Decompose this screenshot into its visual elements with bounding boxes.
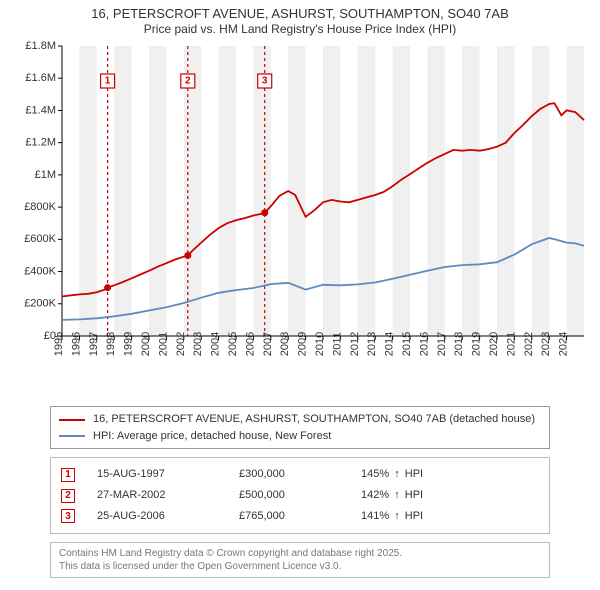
x-tick-label: 1999 <box>123 332 135 356</box>
year-shade <box>358 46 375 336</box>
page-container: 16, PETERSCROFT AVENUE, ASHURST, SOUTHAM… <box>0 0 600 590</box>
year-shade <box>462 46 479 336</box>
year-shade <box>323 46 340 336</box>
x-tick-label: 2012 <box>349 332 361 356</box>
chart-title-line1: 16, PETERSCROFT AVENUE, ASHURST, SOUTHAM… <box>10 6 590 22</box>
event-hpi-suffix: HPI <box>402 489 423 501</box>
x-tick-label: 2002 <box>175 332 187 356</box>
event-price: £500,000 <box>239 485 339 506</box>
arrow-up-icon <box>392 489 402 501</box>
event-date: 25-AUG-2006 <box>97 506 217 527</box>
event-marker-box: 3 <box>61 509 75 523</box>
y-tick-label: £1.8M <box>25 40 56 52</box>
y-tick-label: £1.4M <box>25 105 56 117</box>
legend-swatch <box>59 419 85 421</box>
event-marker-box: 1 <box>61 468 75 482</box>
x-tick-label: 2020 <box>488 332 500 356</box>
x-tick-label: 2021 <box>505 332 517 356</box>
event-row: 3 25-AUG-2006 £765,000 141% HPI <box>61 506 539 527</box>
event-hpi-value: 142% HPI <box>361 485 481 506</box>
legend-swatch <box>59 435 85 437</box>
y-tick-label: £600K <box>24 233 56 245</box>
year-shade <box>149 46 166 336</box>
year-shade <box>567 46 584 336</box>
x-tick-label: 2014 <box>384 332 396 356</box>
x-tick-label: 2015 <box>401 332 413 356</box>
event-hpi-percent: 141% <box>361 510 392 522</box>
x-tick-label: 2013 <box>366 332 378 356</box>
x-tick-label: 1996 <box>70 332 82 356</box>
year-shade <box>114 46 131 336</box>
x-tick-label: 1995 <box>53 332 65 356</box>
x-tick-label: 1998 <box>105 332 117 356</box>
footer-line1: Contains HM Land Registry data © Crown c… <box>59 547 541 560</box>
x-tick-label: 2023 <box>540 332 552 356</box>
year-shade <box>184 46 201 336</box>
x-tick-label: 2019 <box>471 332 483 356</box>
x-tick-label: 2005 <box>227 332 239 356</box>
y-tick-label: £800K <box>24 201 56 213</box>
x-tick-label: 2011 <box>331 332 343 356</box>
footer-attribution: Contains HM Land Registry data © Crown c… <box>50 542 550 578</box>
sale-marker-dot <box>184 252 191 259</box>
arrow-up-icon <box>392 468 402 480</box>
year-shade <box>393 46 410 336</box>
event-row: 2 27-MAR-2002 £500,000 142% HPI <box>61 485 539 506</box>
event-hpi-value: 141% HPI <box>361 506 481 527</box>
x-tick-label: 2006 <box>244 332 256 356</box>
year-shade <box>253 46 270 336</box>
event-marker-box: 2 <box>61 489 75 503</box>
event-date: 27-MAR-2002 <box>97 485 217 506</box>
event-hpi-suffix: HPI <box>402 468 423 480</box>
x-tick-label: 2024 <box>558 332 570 356</box>
legend-row: HPI: Average price, detached house, New … <box>59 428 541 445</box>
x-tick-label: 2003 <box>192 332 204 356</box>
x-tick-label: 2017 <box>436 332 448 356</box>
year-shade <box>288 46 305 336</box>
x-tick-label: 2008 <box>279 332 291 356</box>
event-hpi-percent: 145% <box>361 468 392 480</box>
legend-row: 16, PETERSCROFT AVENUE, ASHURST, SOUTHAM… <box>59 411 541 428</box>
y-tick-label: £200K <box>24 298 56 310</box>
event-date: 15-AUG-1997 <box>97 464 217 485</box>
x-tick-label: 2000 <box>140 332 152 356</box>
events-box: 1 15-AUG-1997 £300,000 145% HPI 2 27-MAR-2002… <box>50 457 550 534</box>
year-shade <box>497 46 514 336</box>
y-tick-label: £1.6M <box>25 72 56 84</box>
legend-label: HPI: Average price, detached house, New … <box>93 428 331 445</box>
x-tick-label: 2016 <box>418 332 430 356</box>
legend-label: 16, PETERSCROFT AVENUE, ASHURST, SOUTHAM… <box>93 411 535 428</box>
x-tick-label: 2009 <box>297 332 309 356</box>
x-tick-label: 2022 <box>523 332 535 356</box>
sale-marker-dot <box>261 210 268 217</box>
chart-svg: 123£0£200K£400K£600K£800K£1M£1.2M£1.4M£1… <box>10 40 590 400</box>
x-tick-label: 2001 <box>157 332 169 356</box>
event-hpi-percent: 142% <box>361 489 392 501</box>
event-hpi-value: 145% HPI <box>361 464 481 485</box>
sale-marker-dot <box>104 284 111 291</box>
x-tick-label: 2007 <box>262 332 274 356</box>
x-tick-label: 1997 <box>88 332 100 356</box>
x-tick-label: 2004 <box>210 332 222 356</box>
event-hpi-suffix: HPI <box>402 510 423 522</box>
reference-marker-label: 2 <box>185 76 191 87</box>
y-tick-label: £1M <box>35 169 56 181</box>
chart-title-line2: Price paid vs. HM Land Registry's House … <box>10 22 590 36</box>
reference-marker-label: 3 <box>262 76 268 87</box>
event-price: £300,000 <box>239 464 339 485</box>
event-row: 1 15-AUG-1997 £300,000 145% HPI <box>61 464 539 485</box>
x-tick-label: 2010 <box>314 332 326 356</box>
legend-box: 16, PETERSCROFT AVENUE, ASHURST, SOUTHAM… <box>50 406 550 449</box>
reference-marker-label: 1 <box>105 76 111 87</box>
x-tick-label: 2018 <box>453 332 465 356</box>
year-shade <box>532 46 549 336</box>
chart-area: 123£0£200K£400K£600K£800K£1M£1.2M£1.4M£1… <box>10 40 590 400</box>
y-tick-label: £400K <box>24 266 56 278</box>
event-price: £765,000 <box>239 506 339 527</box>
y-tick-label: £1.2M <box>25 137 56 149</box>
arrow-up-icon <box>392 510 402 522</box>
year-shade <box>427 46 444 336</box>
footer-line2: This data is licensed under the Open Gov… <box>59 560 541 573</box>
